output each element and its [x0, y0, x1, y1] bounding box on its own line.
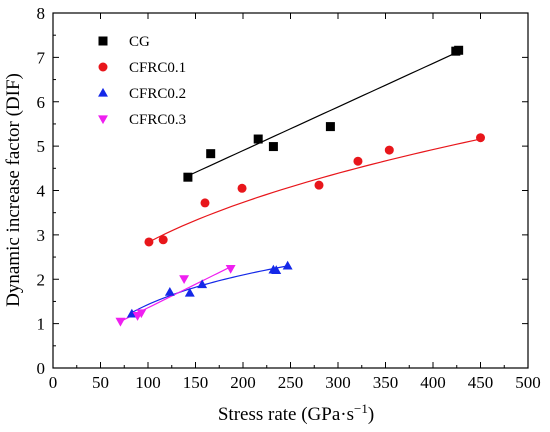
x-tick-label: 400 — [420, 373, 446, 392]
data-point-cg — [325, 122, 335, 132]
data-point-cfrc02 — [271, 265, 282, 274]
y-tick-label: 0 — [37, 359, 46, 378]
y-tick-label: 7 — [37, 48, 46, 67]
x-tick-label: 300 — [325, 373, 351, 392]
data-point-cfrc01 — [314, 180, 324, 190]
data-point-cfrc02 — [164, 286, 175, 296]
data-point-cfrc02 — [184, 287, 195, 297]
data-point-cfrc01 — [237, 183, 247, 193]
y-tick-label: 8 — [37, 4, 46, 23]
data-points — [115, 45, 485, 327]
data-point-cfrc01 — [384, 145, 394, 155]
y-tick-label: 4 — [37, 182, 46, 201]
x-tick-label: 200 — [230, 373, 256, 392]
data-point-cfrc03 — [179, 275, 190, 284]
legend-marker-cg — [98, 36, 108, 46]
x-axis-ticks: 0 50 100 150 200 250 300 350 400 450 500 — [49, 13, 541, 392]
x-tick-label: 100 — [135, 373, 161, 392]
y-axis-title: Dynamic increase factor (DIF) — [3, 73, 24, 307]
legend-label-cfrc02: CFRC0.2 — [129, 86, 186, 102]
fit-line-cg — [187, 51, 459, 177]
y-tick-label: 5 — [37, 137, 46, 156]
y-tick-label: 6 — [37, 93, 46, 112]
data-point-cg — [206, 149, 216, 159]
y-tick-label: 3 — [37, 226, 46, 245]
legend-marker-cfrc01 — [98, 62, 108, 72]
legend-marker-cfrc03 — [98, 115, 108, 125]
legend-marker-cfrc02 — [98, 87, 108, 97]
data-point-cfrc01 — [200, 198, 210, 208]
x-tick-label: 500 — [515, 373, 541, 392]
data-point-cg — [268, 142, 278, 152]
x-tick-label: 50 — [92, 373, 109, 392]
data-point-cg — [454, 45, 464, 55]
data-point-cfrc01 — [144, 237, 154, 247]
x-tick-label: 350 — [373, 373, 399, 392]
data-point-cfrc03 — [136, 309, 147, 319]
data-point-cfrc02 — [197, 279, 208, 289]
y-tick-label: 1 — [37, 315, 46, 334]
data-point-cfrc01 — [476, 133, 485, 143]
legend-label-cfrc01: CFRC0.1 — [129, 60, 186, 76]
data-point-cfrc02 — [282, 260, 293, 270]
data-point-cfrc02 — [126, 308, 137, 318]
x-tick-label: 0 — [49, 373, 58, 392]
legend-label-cg: CG — [129, 34, 150, 50]
x-tick-label: 150 — [183, 373, 209, 392]
data-point-cfrc01 — [158, 235, 168, 245]
data-point-cg — [253, 134, 263, 144]
data-point-cg — [183, 172, 193, 182]
fit-line-cfrc02 — [131, 265, 288, 314]
data-point-cfrc03 — [225, 265, 236, 274]
legend: CG CFRC0.1 CFRC0.2 CFRC0.3 — [98, 34, 186, 128]
data-point-cfrc03 — [115, 317, 126, 327]
y-tick-label: 2 — [37, 270, 46, 289]
fit-lines — [120, 51, 481, 322]
x-tick-label: 250 — [278, 373, 304, 392]
x-axis-title: Stress rate (GPa·s−1) — [218, 401, 374, 425]
legend-label-cfrc03: CFRC0.3 — [129, 112, 186, 128]
x-tick-label: 450 — [468, 373, 494, 392]
y-axis-ticks: 0 1 2 3 4 5 6 7 8 — [37, 4, 528, 378]
fit-line-cfrc01 — [148, 138, 481, 243]
data-point-cfrc01 — [353, 156, 363, 166]
